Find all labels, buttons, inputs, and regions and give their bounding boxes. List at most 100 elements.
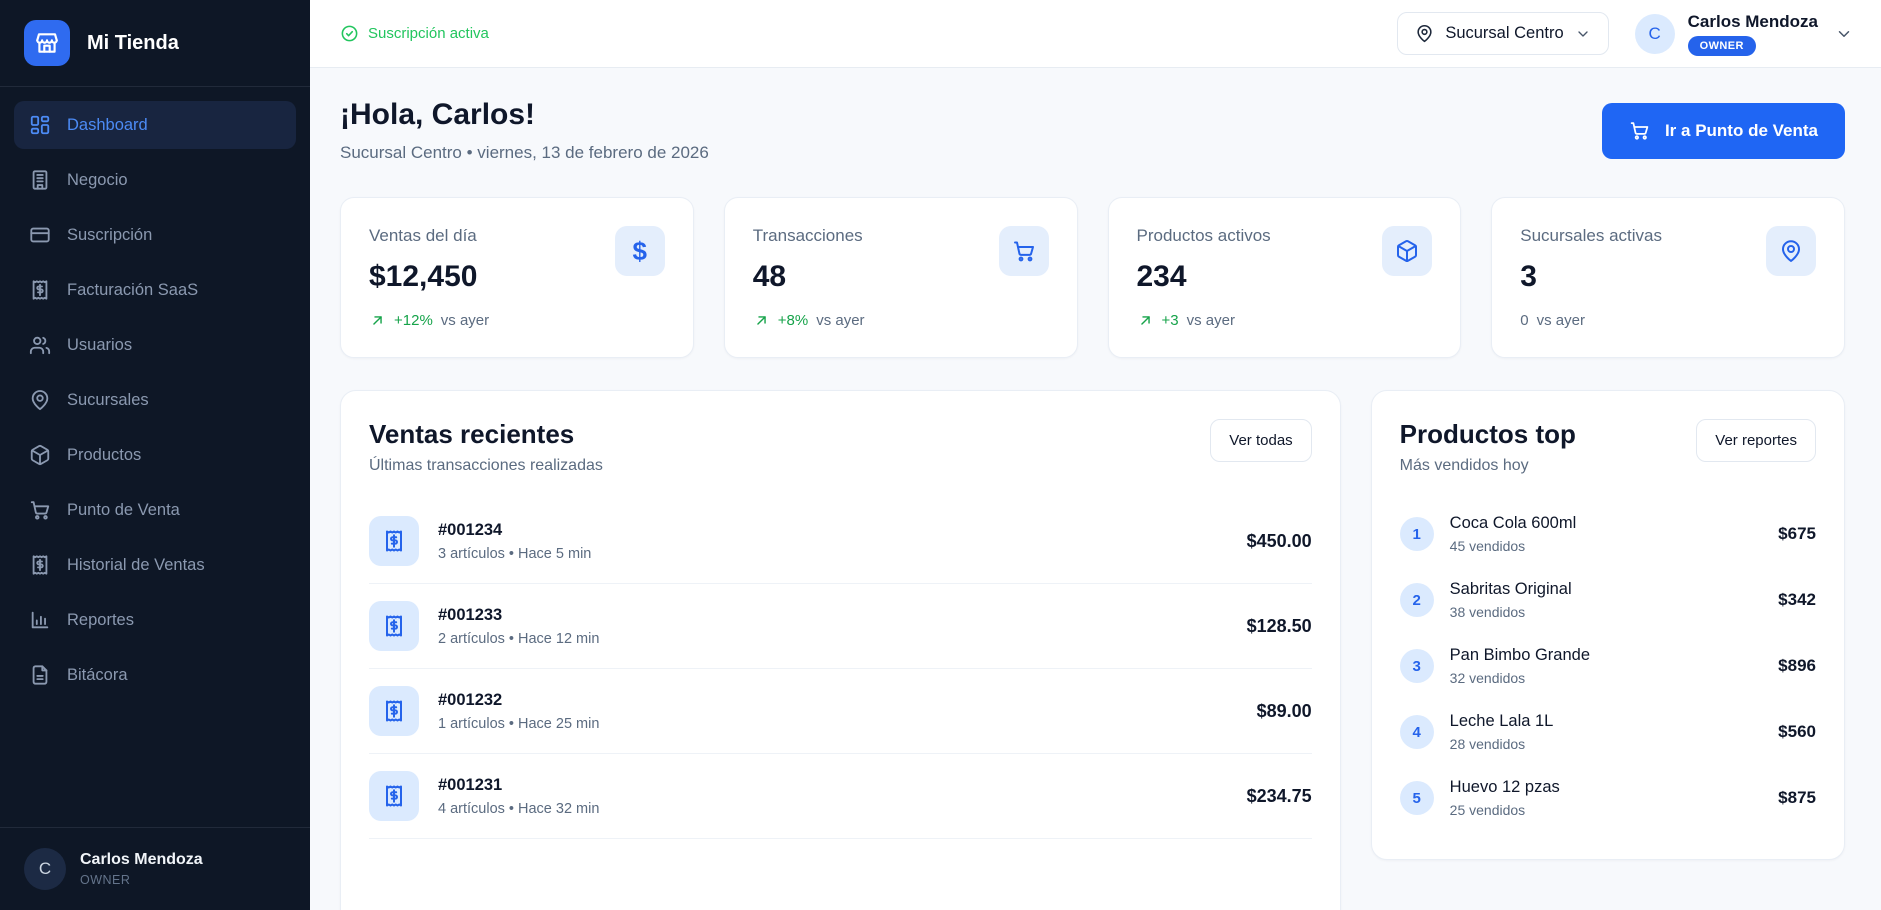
receipt-icon: [369, 686, 419, 736]
sidebar-user[interactable]: C Carlos Mendoza OWNER: [0, 827, 310, 910]
sale-row[interactable]: #001231 4 artículos • Hace 32 min $234.7…: [369, 754, 1312, 839]
avatar: C: [1634, 13, 1675, 54]
stat-card: Sucursales activas 3 0 vs ayer: [1491, 197, 1845, 358]
product-row[interactable]: 1 Coca Cola 600ml 45 vendidos $675: [1399, 501, 1816, 567]
sale-amount: $89.00: [1256, 700, 1312, 721]
sale-id: #001232: [438, 690, 503, 709]
sidebar-item-label: Usuarios: [67, 335, 133, 354]
rank-badge: 3: [1399, 649, 1434, 683]
panels-row: Ventas recientes Últimas transacciones r…: [340, 390, 1845, 910]
product-name: Leche Lala 1L: [1449, 712, 1554, 730]
user-menu[interactable]: C Carlos Mendoza OWNER: [1634, 11, 1853, 56]
sale-amount: $450.00: [1246, 530, 1312, 551]
sidebar-item[interactable]: Suscripción: [14, 211, 296, 259]
receipt-icon: [369, 601, 419, 651]
sidebar-item[interactable]: Historial de Ventas: [14, 541, 296, 589]
receipt-icon: [29, 554, 51, 576]
view-reports-button[interactable]: Ver reportes: [1696, 419, 1816, 462]
product-amount: $560: [1778, 722, 1816, 741]
top-products-title: Productos top: [1399, 419, 1576, 449]
rank-badge: 4: [1399, 715, 1434, 749]
sidebar-item[interactable]: Dashboard: [14, 101, 296, 149]
trend-up-icon: [1137, 312, 1154, 329]
product-meta: 25 vendidos: [1449, 802, 1526, 818]
cart-icon: [29, 499, 51, 521]
sidebar-item[interactable]: Facturación SaaS: [14, 266, 296, 314]
sidebar-item[interactable]: Negocio: [14, 156, 296, 204]
receipt-icon: [29, 279, 51, 301]
user-name: Carlos Mendoza: [1687, 11, 1818, 31]
sidebar-item[interactable]: Bitácora: [14, 651, 296, 699]
topbar-right: Sucursal Centro C Carlos Mendoza OWNER: [1397, 12, 1853, 56]
product-row[interactable]: 3 Pan Bimbo Grande 32 vendidos $896: [1399, 633, 1816, 699]
sidebar-item[interactable]: Punto de Venta: [14, 486, 296, 534]
stat-trend: 0 vs ayer: [1520, 312, 1662, 329]
storefront-icon: [34, 30, 60, 56]
sidebar-item-label: Productos: [67, 445, 142, 464]
product-row[interactable]: 4 Leche Lala 1L 28 vendidos $560: [1399, 699, 1816, 765]
avatar: C: [24, 848, 66, 890]
app-logo: [24, 20, 70, 66]
document-icon: [29, 664, 51, 686]
sale-row[interactable]: #001234 3 artículos • Hace 5 min $450.00: [369, 499, 1312, 584]
stat-trend-delta: +8%: [777, 312, 809, 329]
product-amount: $675: [1778, 524, 1816, 543]
product-meta: 28 vendidos: [1449, 736, 1526, 752]
products-list: 1 Coca Cola 600ml 45 vendidos $675 2 Sab…: [1399, 501, 1816, 831]
stat-cards: Ventas del día $12,450 +12% vs ayer $ Tr…: [340, 197, 1845, 358]
sidebar-item-label: Reportes: [67, 610, 134, 629]
product-name: Coca Cola 600ml: [1449, 514, 1577, 532]
credit-card-icon: [29, 224, 51, 246]
app-name: Mi Tienda: [87, 31, 179, 54]
receipt-icon: [369, 771, 419, 821]
product-row[interactable]: 5 Huevo 12 pzas 25 vendidos $875: [1399, 765, 1816, 831]
stat-value: 3: [1520, 260, 1537, 293]
top-products-header: Productos top Más vendidos hoy Ver repor…: [1400, 419, 1816, 475]
sidebar-item[interactable]: Usuarios: [14, 321, 296, 369]
stat-value: 234: [1136, 260, 1187, 293]
sidebar-item-label: Bitácora: [67, 665, 128, 684]
view-all-button[interactable]: Ver todas: [1210, 419, 1312, 462]
sale-meta: 1 artículos • Hace 25 min: [438, 715, 600, 732]
product-amount: $896: [1778, 656, 1816, 675]
go-to-pos-button[interactable]: Ir a Punto de Venta: [1601, 102, 1845, 159]
stat-trend-suffix: vs ayer: [1536, 312, 1585, 329]
trend-up-icon: [369, 312, 386, 329]
dollar-icon: $: [614, 226, 665, 276]
stat-label: Productos activos: [1136, 226, 1271, 245]
role-badge: OWNER: [1687, 35, 1756, 56]
subscription-status-label: Suscripción activa: [368, 25, 489, 42]
stat-trend: +8% vs ayer: [753, 312, 865, 329]
sidebar-item[interactable]: Reportes: [14, 596, 296, 644]
page-subtitle: Sucursal Centro • viernes, 13 de febrero…: [340, 143, 709, 162]
stat-trend-delta: +12%: [394, 312, 433, 329]
recent-sales-title: Ventas recientes: [369, 419, 575, 449]
sale-meta: 3 artículos • Hace 5 min: [438, 545, 592, 562]
product-meta: 38 vendidos: [1449, 604, 1526, 620]
product-row[interactable]: 2 Sabritas Original 38 vendidos $342: [1399, 567, 1816, 633]
recent-sales-panel: Ventas recientes Últimas transacciones r…: [340, 390, 1341, 910]
sidebar-user-name: Carlos Mendoza: [80, 851, 203, 868]
bar-chart-icon: [29, 609, 51, 631]
stat-card: Productos activos 234 +3 vs ayer: [1107, 197, 1462, 358]
check-circle-icon: [340, 24, 359, 43]
sidebar-item-label: Facturación SaaS: [67, 280, 199, 299]
product-meta: 45 vendidos: [1449, 538, 1526, 554]
sale-row[interactable]: #001233 2 artículos • Hace 12 min $128.5…: [369, 584, 1312, 669]
cart-icon: [998, 226, 1049, 276]
sidebar-item-label: Punto de Venta: [67, 500, 180, 519]
stat-trend-suffix: vs ayer: [440, 312, 490, 329]
branch-selector[interactable]: Sucursal Centro: [1397, 12, 1609, 55]
stat-trend: +3 vs ayer: [1137, 312, 1271, 329]
sidebar-item[interactable]: Productos: [14, 431, 296, 479]
sidebar-item-label: Historial de Ventas: [67, 555, 205, 574]
trend-up-icon: [753, 312, 770, 329]
branch-selector-label: Sucursal Centro: [1445, 24, 1564, 42]
building-icon: [29, 169, 51, 191]
recent-sales-header: Ventas recientes Últimas transacciones r…: [369, 419, 1312, 475]
sale-meta: 4 artículos • Hace 32 min: [438, 800, 600, 817]
product-meta: 32 vendidos: [1449, 670, 1526, 686]
sale-meta: 2 artículos • Hace 12 min: [438, 630, 600, 647]
sidebar-item[interactable]: Sucursales: [14, 376, 296, 424]
sale-row[interactable]: #001232 1 artículos • Hace 25 min $89.00: [369, 669, 1312, 754]
